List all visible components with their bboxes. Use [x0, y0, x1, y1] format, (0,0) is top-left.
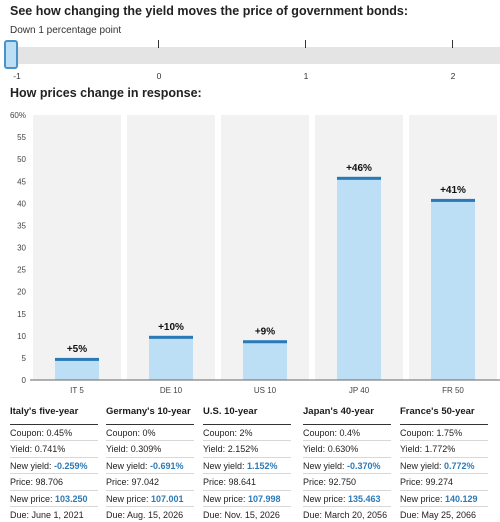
y-tick-label: 20 — [17, 288, 26, 297]
y-tick-label: 15 — [17, 310, 26, 319]
y-tick-label: 35 — [17, 221, 26, 230]
due-row: Due: March 20, 2056 — [303, 507, 391, 522]
new-price-row: New price: 135.463 — [303, 491, 391, 507]
bar-value-label: +9% — [255, 326, 275, 337]
new-yield-row: New yield: -0.259% — [10, 458, 98, 475]
bar — [55, 357, 99, 380]
bond-card-title: U.S. 10-year — [203, 406, 291, 425]
coupon-row: Coupon: 0% — [106, 425, 194, 442]
due-row: Due: June 1, 2021 — [10, 507, 98, 522]
bond-card-germany: Germany's 10-year Coupon: 0% Yield: 0.30… — [106, 406, 194, 522]
slider-tick-label: 2 — [450, 71, 456, 81]
price-row: Price: 98.641 — [203, 474, 291, 491]
coupon-row: Coupon: 0.45% — [10, 425, 98, 442]
y-tick-label: 45 — [17, 177, 26, 186]
slider-tick — [305, 40, 306, 48]
slider-value-caption: Down 1 percentage point — [10, 25, 122, 36]
bar-cap — [337, 176, 381, 180]
price-row: Price: 98.706 — [10, 474, 98, 491]
yield-row: Yield: 0.630% — [303, 441, 391, 458]
new-price-row: New price: 107.001 — [106, 491, 194, 507]
new-price-row: New price: 107.998 — [203, 491, 291, 507]
bar-value-label: +41% — [440, 185, 466, 196]
bond-card-italy: Italy's five-year Coupon: 0.45% Yield: 0… — [10, 406, 98, 522]
price-change-bar-chart: 0 5 10 15 20 25 30 35 40 45 50 55 60% +5% IT 5 +10% DE 1… — [10, 111, 500, 395]
coupon-row: Coupon: 1.75% — [400, 425, 488, 442]
column-background — [221, 115, 309, 380]
y-tick-label: 0 — [22, 376, 27, 385]
slider-tick-label: 0 — [156, 71, 162, 81]
bar — [243, 340, 287, 380]
x-category-label: DE 10 — [160, 386, 183, 395]
y-tick-label: 60% — [10, 111, 26, 120]
due-row: Due: May 25, 2066 — [400, 507, 488, 522]
x-category-label: IT 5 — [70, 386, 84, 395]
bar-cap — [243, 340, 287, 344]
bar-cap — [55, 357, 99, 361]
due-row: Due: Nov. 15, 2026 — [203, 507, 291, 522]
new-yield-row: New yield: 0.772% — [400, 458, 488, 475]
yield-slider-handle[interactable] — [4, 40, 18, 69]
price-row: Price: 97.042 — [106, 474, 194, 491]
bar-value-label: +46% — [346, 163, 372, 174]
y-tick-label: 50 — [17, 155, 26, 164]
column-background — [33, 115, 121, 380]
y-tick-label: 25 — [17, 266, 26, 275]
yield-row: Yield: 0.741% — [10, 441, 98, 458]
coupon-row: Coupon: 2% — [203, 425, 291, 442]
coupon-row: Coupon: 0.4% — [303, 425, 391, 442]
new-price-row: New price: 103.250 — [10, 491, 98, 507]
bond-card-title: Germany's 10-year — [106, 406, 194, 425]
new-yield-row: New yield: -0.691% — [106, 458, 194, 475]
new-yield-row: New yield: -0.370% — [303, 458, 391, 475]
slider-heading: See how changing the yield moves the pri… — [10, 4, 408, 18]
slider-tick — [452, 40, 453, 48]
bar-value-label: +10% — [158, 322, 184, 333]
price-row: Price: 92.750 — [303, 474, 391, 491]
yield-row: Yield: 0.309% — [106, 441, 194, 458]
chart-heading: How prices change in response: — [10, 86, 202, 100]
bar — [149, 335, 193, 380]
price-row: Price: 99.274 — [400, 474, 488, 491]
bar-value-label: +5% — [67, 344, 87, 355]
slider-tick-label: -1 — [13, 71, 21, 81]
bar — [337, 176, 381, 380]
y-tick-label: 10 — [17, 332, 26, 341]
y-tick-label: 5 — [22, 354, 27, 363]
due-row: Due: Aug. 15, 2026 — [106, 507, 194, 522]
bar — [431, 198, 475, 380]
slider-tick-label: 1 — [303, 71, 309, 81]
bond-card-title: Japan's 40-year — [303, 406, 391, 425]
y-tick-label: 55 — [17, 133, 26, 142]
y-tick-label: 40 — [17, 199, 26, 208]
new-price-row: New price: 140.129 — [400, 491, 488, 507]
bond-card-us: U.S. 10-year Coupon: 2% Yield: 2.152% Ne… — [203, 406, 291, 522]
x-category-label: US 10 — [254, 386, 277, 395]
yield-slider-track[interactable] — [10, 47, 500, 64]
new-yield-row: New yield: 1.152% — [203, 458, 291, 475]
x-category-label: FR 50 — [442, 386, 464, 395]
bar-cap — [431, 198, 475, 202]
bond-card-title: France's 50-year — [400, 406, 488, 425]
slider-tick — [158, 40, 159, 48]
yield-row: Yield: 2.152% — [203, 441, 291, 458]
bond-card-title: Italy's five-year — [10, 406, 98, 425]
x-category-label: JP 40 — [349, 386, 370, 395]
bar-cap — [149, 335, 193, 339]
bond-card-france: France's 50-year Coupon: 1.75% Yield: 1.… — [400, 406, 488, 522]
y-tick-label: 30 — [17, 244, 26, 253]
yield-row: Yield: 1.772% — [400, 441, 488, 458]
bond-card-japan: Japan's 40-year Coupon: 0.4% Yield: 0.63… — [303, 406, 391, 522]
